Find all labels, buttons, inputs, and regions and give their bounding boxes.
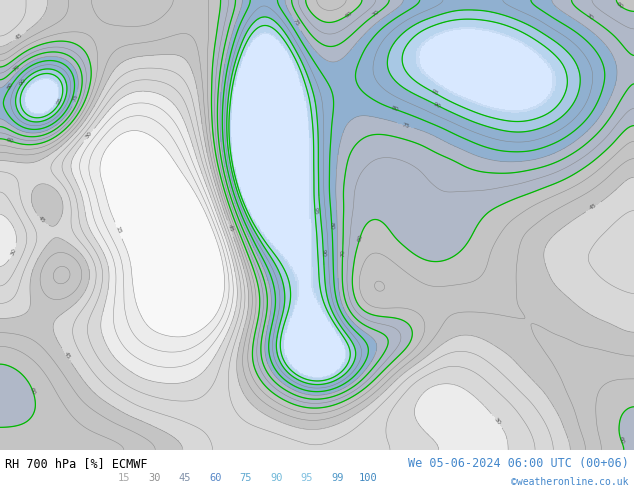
Text: ©weatheronline.co.uk: ©weatheronline.co.uk bbox=[512, 477, 629, 487]
Text: 95: 95 bbox=[312, 206, 318, 215]
Text: 60: 60 bbox=[618, 435, 624, 444]
Text: 75: 75 bbox=[292, 18, 301, 27]
Text: 45: 45 bbox=[589, 203, 598, 211]
Text: 60: 60 bbox=[616, 1, 624, 10]
Text: 99: 99 bbox=[331, 473, 344, 483]
Text: 75: 75 bbox=[401, 122, 410, 129]
Text: 45: 45 bbox=[226, 224, 234, 233]
Text: 95: 95 bbox=[301, 473, 313, 483]
Text: 60: 60 bbox=[209, 473, 221, 483]
Text: 75: 75 bbox=[240, 473, 252, 483]
Text: 30: 30 bbox=[10, 247, 17, 256]
Text: 70: 70 bbox=[12, 63, 21, 72]
Text: RH 700 hPa [%] ECMWF: RH 700 hPa [%] ECMWF bbox=[5, 457, 148, 470]
Text: 90: 90 bbox=[432, 101, 442, 109]
Text: 60: 60 bbox=[356, 233, 364, 242]
Text: 75: 75 bbox=[72, 94, 79, 103]
Text: 80: 80 bbox=[329, 221, 335, 229]
Text: 60: 60 bbox=[6, 137, 15, 145]
Text: 70: 70 bbox=[585, 13, 594, 22]
Text: 30: 30 bbox=[84, 131, 93, 140]
Text: 15: 15 bbox=[115, 226, 122, 235]
Text: 60: 60 bbox=[29, 386, 36, 395]
Text: 30: 30 bbox=[148, 473, 160, 483]
Text: 100: 100 bbox=[358, 473, 377, 483]
Text: 70: 70 bbox=[372, 9, 381, 18]
Text: 30: 30 bbox=[493, 416, 501, 425]
Text: 80: 80 bbox=[6, 81, 15, 91]
Text: 70: 70 bbox=[340, 249, 346, 257]
Text: 45: 45 bbox=[178, 473, 191, 483]
Text: 60: 60 bbox=[345, 10, 354, 18]
Text: 45: 45 bbox=[37, 215, 46, 224]
Text: We 05-06-2024 06:00 UTC (00+06): We 05-06-2024 06:00 UTC (00+06) bbox=[408, 457, 629, 470]
Text: 45: 45 bbox=[15, 32, 23, 41]
Text: 95: 95 bbox=[56, 97, 64, 106]
Text: 80: 80 bbox=[391, 106, 399, 113]
Text: 95: 95 bbox=[430, 89, 439, 97]
Text: 45: 45 bbox=[63, 351, 71, 360]
Text: 90: 90 bbox=[321, 248, 326, 257]
Text: 15: 15 bbox=[117, 473, 130, 483]
Text: 90: 90 bbox=[270, 473, 282, 483]
Text: 90: 90 bbox=[18, 78, 27, 87]
